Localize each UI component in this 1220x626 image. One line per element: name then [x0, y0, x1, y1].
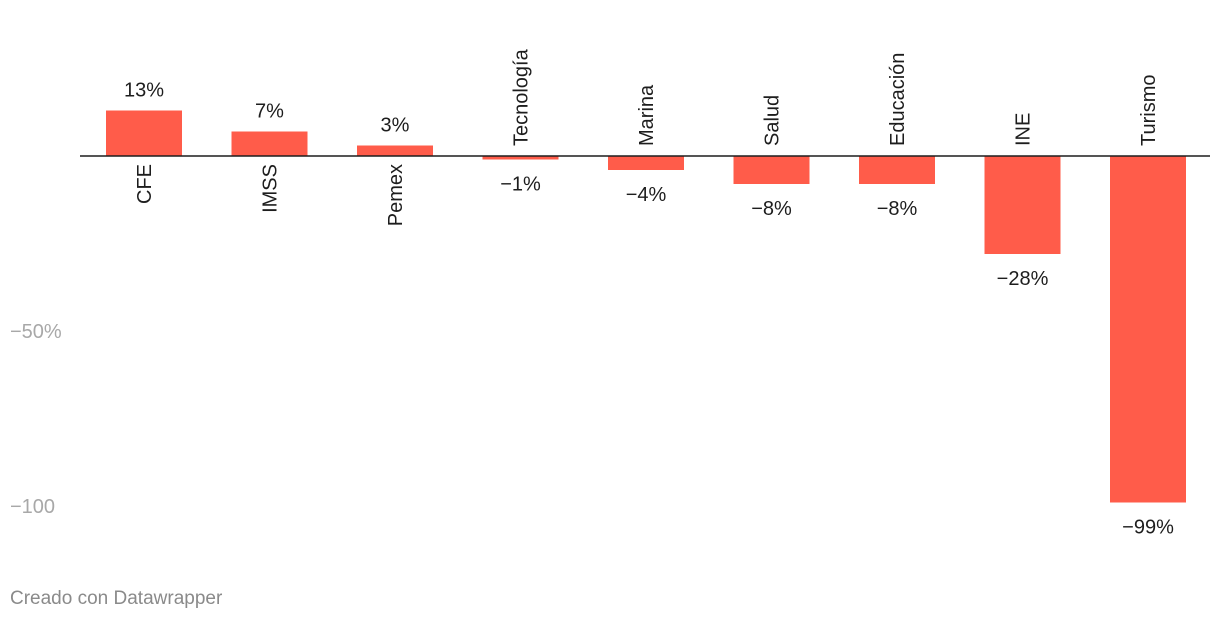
value-label: −28% — [997, 268, 1049, 290]
category-label: Turismo — [1138, 75, 1160, 146]
value-label: −8% — [751, 198, 792, 220]
category-label: Tecnología — [511, 48, 533, 146]
y-tick-label: −50% — [10, 321, 62, 343]
category-label: IMSS — [260, 164, 282, 213]
bar — [1110, 156, 1186, 503]
value-label: 7% — [255, 101, 284, 123]
value-label: −4% — [626, 184, 667, 206]
labels: 13% CFE 7% IMSS 3% Pemex −1% Tecnología −4% Marin… — [124, 48, 1174, 538]
bar — [106, 110, 182, 156]
y-tick-label: −100 — [10, 496, 55, 518]
y-axis-ticks: −50% −100 — [10, 321, 62, 518]
value-label: 13% — [124, 80, 164, 102]
bar — [357, 145, 433, 156]
value-label: −1% — [500, 174, 541, 196]
category-label: INE — [1013, 113, 1035, 146]
category-label: Salud — [762, 95, 784, 146]
category-label: CFE — [134, 164, 156, 204]
category-label: Marina — [636, 84, 658, 146]
bar — [733, 156, 810, 184]
value-label: −99% — [1122, 517, 1174, 539]
category-label: Pemex — [385, 164, 407, 226]
bars — [106, 110, 1186, 503]
bar — [482, 156, 559, 160]
bar — [984, 156, 1061, 254]
category-label: Educación — [887, 53, 909, 146]
datawrapper-credit: Creado con Datawrapper — [10, 588, 223, 609]
bar — [859, 156, 935, 184]
bar — [608, 156, 684, 170]
value-label: 3% — [381, 115, 410, 137]
bar — [231, 131, 308, 156]
value-label: −8% — [877, 198, 918, 220]
